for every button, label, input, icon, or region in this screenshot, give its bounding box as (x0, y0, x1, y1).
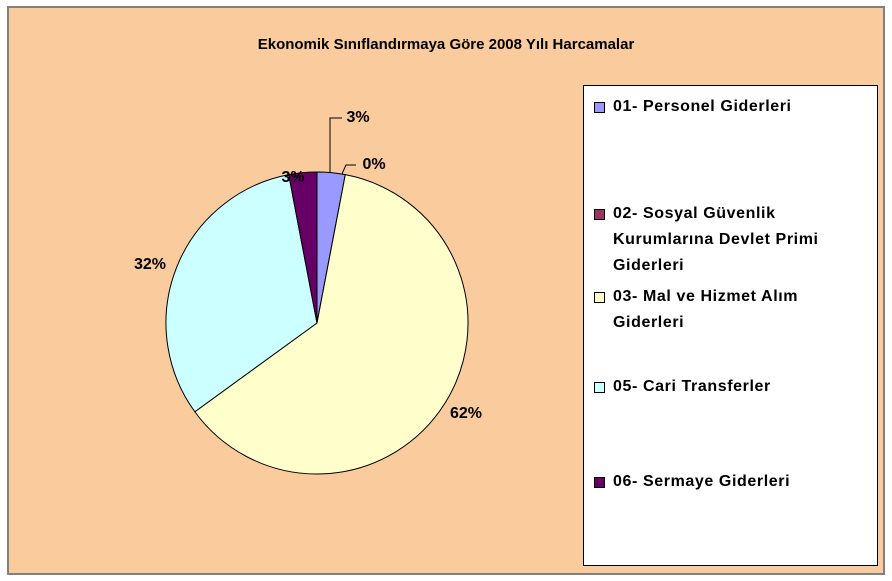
legend-item: 02- Sosyal Güvenlik Kurumlarına Devlet P… (594, 201, 868, 279)
legend-label: 01- Personel Giderleri (613, 98, 792, 115)
pie-slice (288, 171, 318, 324)
data-label: 3% (346, 109, 369, 126)
legend-label: 03- Mal ve Hizmet Alım Giderleri (613, 288, 799, 331)
legend-item: 05- Cari Transferler (594, 374, 868, 400)
chart-title: Ekonomik Sınıflandırmaya Göre 2008 Yılı … (258, 36, 635, 53)
pie-slice (165, 174, 318, 413)
data-label: 32% (134, 256, 166, 273)
legend-swatch (594, 477, 605, 488)
data-label: 0% (362, 156, 385, 173)
pie-slice (194, 174, 469, 475)
data-label: 62% (450, 405, 482, 422)
legend-item: 06- Sermaye Giderleri (594, 469, 868, 495)
legend: 01- Personel Giderleri 02- Sosyal Güvenli… (583, 85, 878, 566)
legend-item: 03- Mal ve Hizmet Alım Giderleri (594, 284, 868, 336)
leader-line (340, 164, 356, 177)
data-label: 3% (281, 169, 304, 186)
legend-swatch (594, 382, 605, 393)
legend-item: 01- Personel Giderleri (594, 94, 868, 120)
legend-label: 06- Sermaye Giderleri (613, 473, 791, 490)
legend-label: 02- Sosyal Güvenlik Kurumlarına Devlet P… (613, 205, 819, 274)
legend-swatch (594, 102, 605, 113)
legend-swatch (594, 292, 605, 303)
legend-swatch (594, 209, 605, 220)
pie (165, 171, 469, 475)
leader-line (329, 117, 342, 172)
legend-label: 05- Cari Transferler (613, 378, 771, 395)
